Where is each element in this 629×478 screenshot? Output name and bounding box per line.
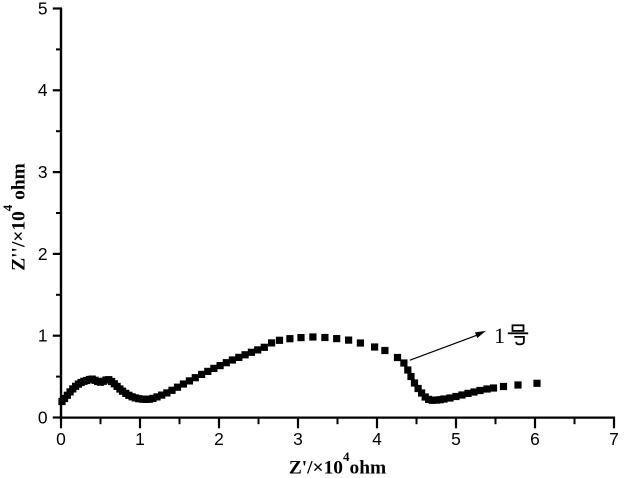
- svg-text:1: 1: [135, 429, 145, 449]
- svg-text:1: 1: [38, 326, 48, 346]
- svg-text:4: 4: [38, 80, 48, 100]
- svg-text:3: 3: [38, 162, 48, 182]
- svg-text:1: 1: [494, 323, 505, 348]
- svg-text:4: 4: [372, 429, 382, 449]
- svg-text:5: 5: [451, 429, 461, 449]
- svg-text:6: 6: [530, 429, 540, 449]
- svg-text:0: 0: [38, 407, 48, 427]
- svg-text:2: 2: [214, 429, 224, 449]
- svg-text:0: 0: [56, 429, 66, 449]
- svg-text:7: 7: [609, 429, 619, 449]
- svg-text:5: 5: [38, 0, 48, 18]
- svg-text:3: 3: [293, 429, 303, 449]
- svg-text:2: 2: [38, 244, 48, 264]
